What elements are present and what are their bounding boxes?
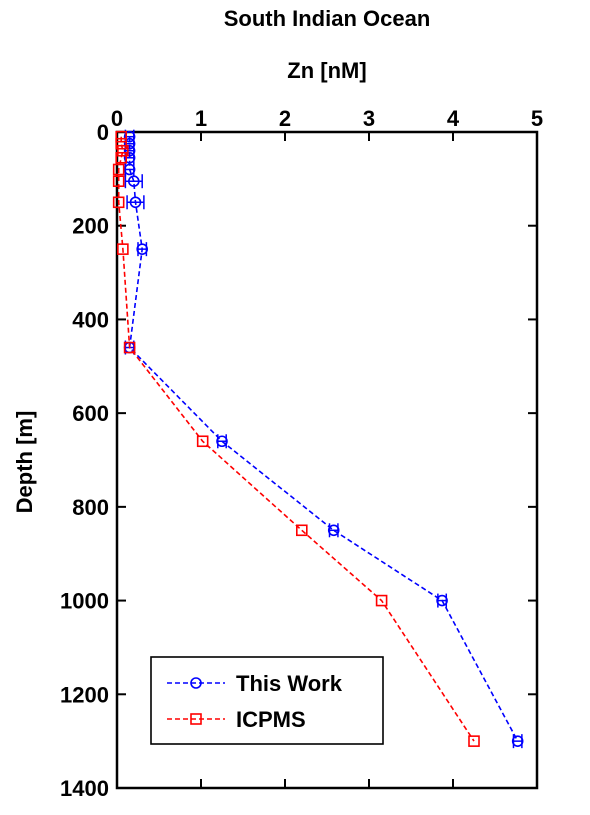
data-point <box>327 524 340 537</box>
data-point <box>115 151 127 164</box>
data-point <box>112 175 125 187</box>
legend-box <box>150 656 384 745</box>
data-point <box>117 243 129 255</box>
data-point <box>468 735 480 747</box>
x-tick-label: 3 <box>363 106 375 131</box>
legend-marker <box>190 677 202 689</box>
data-point <box>123 341 136 354</box>
data-point <box>129 196 142 209</box>
data-point <box>511 735 524 747</box>
data-point <box>123 151 136 164</box>
x-axis-label: Zn [nM] <box>287 58 366 83</box>
plot-area: 0 1 2 3 4 5 0 200 400 600 800 1000 1200 1400 This Work… <box>60 106 543 801</box>
data-point <box>136 243 148 255</box>
legend-label: This Work <box>236 671 343 696</box>
data-point <box>115 130 127 143</box>
data-point <box>112 163 125 176</box>
x-tick-label: 0 <box>111 106 123 131</box>
data-point <box>436 594 448 607</box>
x-tick-label: 5 <box>531 106 543 131</box>
data-point <box>128 175 140 187</box>
chart-title: South Indian Ocean <box>224 6 431 31</box>
data-point <box>123 163 136 176</box>
y-tick-label: 600 <box>72 401 109 426</box>
x-tick-label: 1 <box>195 106 207 131</box>
y-axis-label: Depth [m] <box>12 411 37 514</box>
data-point <box>123 137 136 150</box>
data-point <box>123 144 136 157</box>
data-point <box>112 196 125 209</box>
y-tick-label: 1000 <box>60 589 109 614</box>
y-tick-label: 200 <box>72 214 109 239</box>
legend-label: ICPMS <box>236 707 306 732</box>
data-point <box>295 524 308 537</box>
data-point <box>123 130 136 143</box>
y-tick-label: 1200 <box>60 682 109 707</box>
y-tick-label: 400 <box>72 307 109 332</box>
plot-frame <box>115 130 539 790</box>
series-group <box>112 130 480 747</box>
y-tick-label: 0 <box>97 120 109 145</box>
series-group <box>123 129 524 749</box>
x-tick-label: 4 <box>447 106 460 131</box>
legend-marker <box>190 713 202 725</box>
data-point <box>216 435 228 448</box>
data-point <box>117 144 129 157</box>
data-point <box>196 435 209 448</box>
legend: This Work ICPMS <box>150 656 384 745</box>
series-line <box>128 136 519 742</box>
data-point <box>115 137 127 150</box>
y-tick-label: 800 <box>72 495 109 520</box>
series-line <box>117 136 475 742</box>
y-tick-label: 1400 <box>60 776 109 801</box>
x-tick-label: 2 <box>279 106 291 131</box>
data-point <box>375 594 388 607</box>
